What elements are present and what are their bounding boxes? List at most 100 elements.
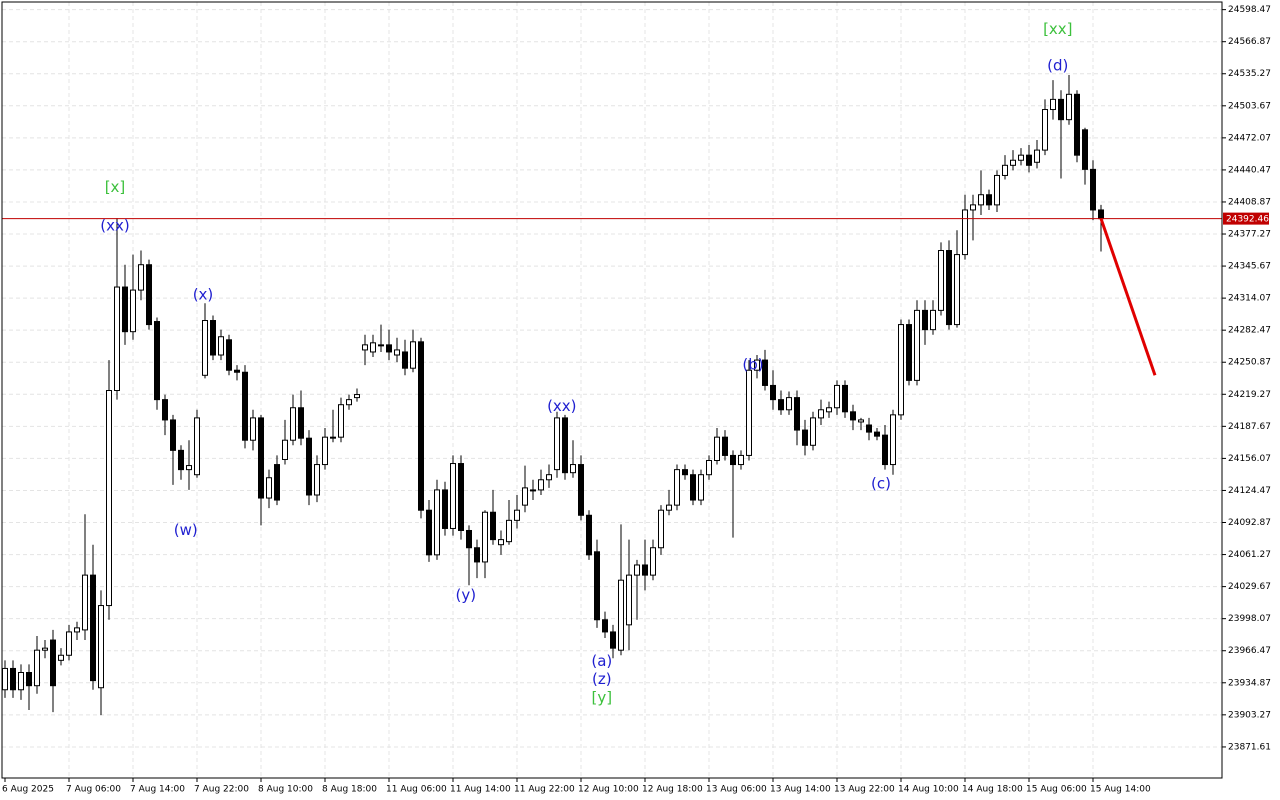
candle-body (202, 320, 208, 376)
wave-label: [xx] (1043, 20, 1072, 38)
candle-body (842, 384, 848, 413)
candle-body (306, 437, 312, 496)
candle-body (570, 464, 576, 474)
forecast-line (1099, 218, 1157, 376)
candle-body (962, 209, 968, 256)
candle-body (482, 511, 488, 563)
candle-body (402, 351, 408, 369)
candle-body (874, 431, 880, 437)
candle-body (938, 250, 944, 311)
candle-body (434, 489, 440, 556)
candle-body (538, 479, 544, 491)
candle-body (186, 465, 192, 471)
x-tick-label: 7 Aug 22:00 (194, 785, 249, 795)
wave-label: (c) (871, 474, 891, 492)
wave-label: (a) (591, 652, 612, 670)
candle-body (802, 429, 808, 446)
candle-body (754, 359, 760, 371)
candle-body (1018, 154, 1024, 161)
candle-body (818, 409, 824, 419)
candle-body (634, 564, 640, 576)
y-tick-label: 24061.27 (1228, 550, 1271, 560)
candle-body (1090, 168, 1096, 211)
candle-body (50, 639, 56, 687)
candle-body (498, 539, 504, 546)
candle-body (354, 394, 360, 399)
candle-body (738, 454, 744, 466)
candle-body (946, 250, 952, 326)
candle-body (698, 474, 704, 501)
candle-body (994, 174, 1000, 206)
x-tick-label: 8 Aug 18:00 (322, 785, 377, 795)
candle-body (178, 449, 184, 471)
wave-label: (z) (592, 670, 612, 688)
y-tick-label: 24503.67 (1228, 101, 1271, 111)
candle-body (442, 489, 448, 529)
y-tick-label: 24092.87 (1228, 518, 1271, 528)
candles: [x] (xx) (x) (w) (y) (xx) (a)(z)[y] (b) (c) (d) [x… (2, 20, 1222, 716)
x-tick-label: 11 Aug 14:00 (450, 785, 511, 795)
candle-body (170, 419, 176, 451)
x-tick-label: 15 Aug 06:00 (1026, 785, 1087, 795)
x-tick-label: 11 Aug 22:00 (514, 785, 575, 795)
candle-body (250, 417, 256, 441)
candle-body (706, 459, 712, 476)
axes: 24598.47 24566.87 24535.27 24503.67 24472.07… (2, 5, 1271, 794)
candle-body (730, 454, 736, 466)
y-tick-label: 24377.27 (1228, 230, 1271, 240)
y-tick-label: 24282.47 (1228, 326, 1271, 336)
candle-body (98, 605, 104, 689)
candle-body (658, 509, 664, 549)
candle-body (746, 369, 752, 456)
candle-body (506, 519, 512, 543)
candle-body (530, 489, 536, 492)
y-tick-label: 24124.47 (1228, 486, 1271, 496)
candle-body (882, 434, 888, 466)
candle-body (794, 397, 800, 431)
candle-body (722, 436, 728, 456)
candle-body (490, 511, 496, 541)
y-tick-label: 24187.67 (1228, 422, 1271, 432)
wave-label: (d) (1047, 56, 1068, 74)
y-tick-label: 24029.67 (1228, 582, 1271, 592)
candle-body (194, 417, 200, 476)
candle-body (266, 477, 272, 499)
candle-body (850, 411, 856, 421)
candle-body (914, 309, 920, 381)
candle-body (378, 344, 384, 347)
candle-body (554, 417, 560, 471)
candle-body (906, 324, 912, 381)
candle-body (762, 359, 768, 386)
x-tick-label: 7 Aug 06:00 (66, 785, 121, 795)
candle-body (930, 309, 936, 331)
candle-body (450, 463, 456, 529)
candle-body (514, 509, 520, 521)
y-tick-label: 24566.87 (1228, 37, 1271, 47)
candle-body (1002, 164, 1008, 176)
candle-body (682, 469, 688, 476)
wave-label: (y) (456, 586, 477, 604)
candle-body (578, 464, 584, 516)
candle-body (74, 627, 80, 633)
x-tick-label: 12 Aug 10:00 (578, 785, 639, 795)
y-tick-label: 24156.07 (1228, 454, 1271, 464)
x-tick-label: 13 Aug 14:00 (770, 785, 831, 795)
current-price-tag (1223, 212, 1269, 225)
candle-body (314, 464, 320, 496)
candle-body (786, 397, 792, 411)
candle-body (562, 417, 568, 474)
candle-body (138, 264, 144, 291)
candle-body (978, 194, 984, 206)
wave-label: (b) (742, 356, 763, 374)
candle-body (1066, 93, 1072, 121)
candle-body (474, 547, 480, 563)
candle-body (322, 436, 328, 466)
candle-body (1010, 159, 1016, 166)
candle-body (618, 579, 624, 651)
wave-label: (xx) (547, 397, 576, 415)
x-tick-label: 14 Aug 10:00 (898, 785, 959, 795)
candle-body (274, 464, 280, 501)
candle-body (18, 672, 24, 691)
